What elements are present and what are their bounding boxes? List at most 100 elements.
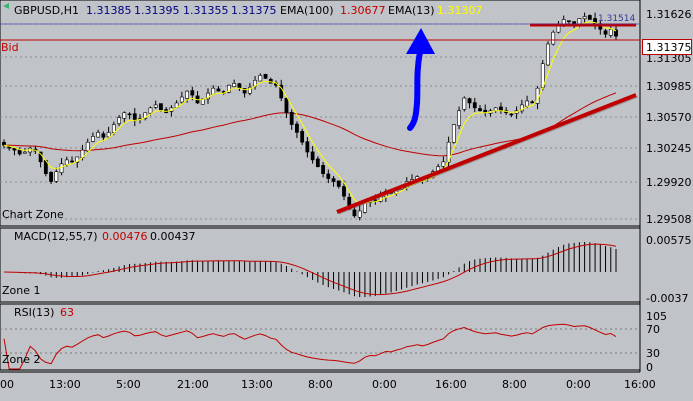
time-label: 13:00	[49, 378, 81, 391]
candle-body	[106, 132, 111, 138]
candle-body	[247, 86, 252, 94]
time-labels: 00 13:00 5:00 21:00 13:00 8:00 0:00 16:0…	[0, 378, 656, 391]
candle-body	[258, 75, 263, 82]
candle-body	[227, 84, 231, 93]
rsi-tick: 30	[646, 347, 660, 360]
price-tick: 1.29920	[646, 176, 692, 189]
ema100-line	[3, 92, 617, 157]
main-zone-label: Chart Zone	[2, 208, 64, 221]
candle-body	[17, 149, 22, 155]
ema100-label: EMA(100)	[280, 4, 334, 17]
candle-body	[237, 83, 242, 89]
candle-body	[478, 108, 482, 112]
candle-body	[300, 130, 305, 143]
rsi-pane[interactable]	[0, 303, 641, 371]
price-ticks: 1.31626 1.31305 1.30985 1.30570 1.30245 …	[646, 8, 692, 226]
rsi-path	[3, 323, 617, 370]
rsi-value: 63	[60, 306, 74, 319]
time-label: 5:00	[116, 378, 141, 391]
time-label: 8:00	[502, 378, 527, 391]
candle-body	[493, 107, 498, 111]
candle-body	[200, 98, 205, 105]
macd-pane[interactable]	[0, 227, 641, 303]
candle-body	[159, 103, 163, 111]
rsi-tick: 105	[646, 310, 667, 323]
rsi-tick: 70	[646, 323, 660, 336]
candle-body	[457, 110, 461, 126]
macd-value2: 0.00437	[150, 230, 196, 243]
ema100-value: 1.30677	[340, 4, 386, 17]
candle-body	[295, 123, 299, 133]
candle-body	[70, 160, 74, 163]
macd-value1: 0.00476	[102, 230, 148, 243]
candle-body	[64, 159, 69, 165]
candle-body	[530, 101, 535, 104]
candle-body	[117, 117, 121, 124]
ohlc-high: 1.31395	[134, 4, 180, 17]
candle-body	[321, 165, 325, 174]
candle-body	[49, 172, 53, 182]
candle-body	[567, 20, 571, 22]
candle-body	[242, 88, 247, 94]
main-pane[interactable]	[0, 0, 641, 227]
macd-label: MACD(12,55,7)	[14, 230, 98, 243]
rsi-zone-label: Zone 2	[2, 353, 41, 366]
candle-body	[59, 163, 64, 173]
time-label: 8:00	[308, 378, 333, 391]
candles	[2, 12, 618, 221]
ohlc-open: 1.31385	[86, 4, 132, 17]
candle-body	[279, 84, 284, 99]
candle-body	[331, 178, 336, 182]
time-axis[interactable]	[0, 372, 693, 401]
candle-body	[315, 158, 320, 168]
candle-body	[509, 113, 514, 116]
candle-body	[23, 151, 27, 154]
candle-body	[75, 156, 80, 163]
candle-body	[148, 107, 153, 114]
ema13-line	[3, 21, 617, 204]
candle-body	[232, 82, 237, 88]
ohlc-close: 1.31375	[231, 4, 277, 17]
candle-body	[143, 112, 148, 119]
ema13-value: 1.31307	[437, 4, 483, 17]
candle-body	[190, 90, 195, 96]
candle-body	[352, 209, 357, 217]
candle-body	[336, 180, 341, 187]
candle-body	[467, 98, 472, 104]
price-axis[interactable]	[640, 0, 693, 372]
candle-body	[614, 29, 618, 37]
candle-body	[263, 74, 268, 79]
candle-body	[289, 111, 294, 125]
bid-price: 1.31375	[646, 41, 692, 54]
candle-body	[551, 31, 556, 45]
time-label: 16:00	[435, 378, 467, 391]
symbol-label: GBPUSD,H1	[14, 4, 79, 17]
candle-body	[561, 19, 566, 25]
candle-body	[525, 100, 529, 107]
candle-body	[127, 113, 132, 116]
candle-body	[326, 173, 331, 179]
trend-line[interactable]	[336, 93, 637, 214]
candle-body	[451, 124, 456, 143]
chart-header: GBPUSD,H1 1.31385 1.31395 1.31355 1.3137…	[3, 3, 483, 17]
macd-zone-label: Zone 1	[2, 284, 41, 297]
candle-body	[603, 30, 608, 35]
candle-body	[2, 141, 6, 146]
price-tick: 1.30245	[646, 142, 692, 155]
ema13-path	[3, 21, 617, 204]
ohlc-low: 1.31355	[183, 4, 229, 17]
candle-body	[91, 136, 95, 142]
time-label: 0:00	[372, 378, 397, 391]
ema13-label: EMA(13)	[388, 4, 435, 17]
up-arrow-icon[interactable]	[406, 28, 435, 131]
macd-signal-path	[3, 243, 617, 296]
candle-body	[38, 151, 43, 163]
candle-body	[462, 97, 467, 110]
candle-body	[12, 147, 17, 151]
candle-body	[305, 141, 310, 153]
time-label: 0:00	[566, 378, 591, 391]
candle-body	[441, 161, 446, 167]
time-label: 21:00	[177, 378, 209, 391]
